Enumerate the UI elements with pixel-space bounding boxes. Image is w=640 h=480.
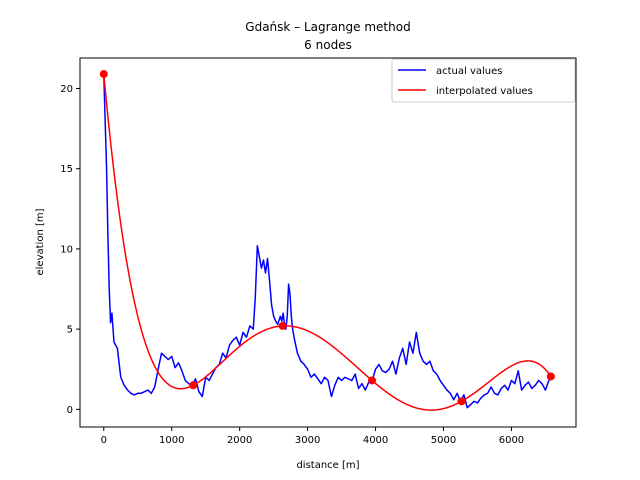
x-tick-label: 1000 [159,435,184,446]
x-tick-label: 4000 [363,435,388,446]
interpolation-node-point [189,381,198,390]
interpolation-node-point [546,372,555,381]
legend: actual values interpolated values [391,58,576,103]
x-tick-label: 5000 [431,435,456,446]
y-tick-label: 15 [60,164,73,175]
interpolation-node-point [368,376,377,385]
plot-frame [79,57,577,428]
series-line-actual [103,74,552,409]
y-axis-label: elevation [m] [35,208,46,275]
x-tick-label: 0 [101,435,107,446]
legend-box [391,58,576,103]
y-axis-ticks: 0 5 10 15 20 [60,84,80,416]
x-axis-label: distance [m] [296,460,359,471]
legend-label-actual: actual values [436,66,503,77]
x-axis-ticks: 0 1000 2000 3000 4000 5000 6000 [101,427,524,446]
y-tick-label: 10 [60,244,73,255]
chart-title-line-1: Gdańsk – Lagrange method [245,20,410,34]
interpolation-node-point [99,70,108,79]
interpolation-node-point [278,321,287,330]
series-line-interpolated [103,73,552,411]
x-tick-label: 2000 [227,435,252,446]
x-tick-label: 6000 [499,435,524,446]
chart-title-line-2: 6 nodes [304,38,352,52]
y-tick-label: 5 [67,325,73,336]
x-tick-label: 3000 [295,435,320,446]
plot-area [99,70,555,411]
legend-label-interpolated: interpolated values [436,86,533,97]
y-tick-label: 20 [60,84,73,95]
y-tick-label: 0 [67,405,73,416]
interpolation-node-point [457,397,466,406]
